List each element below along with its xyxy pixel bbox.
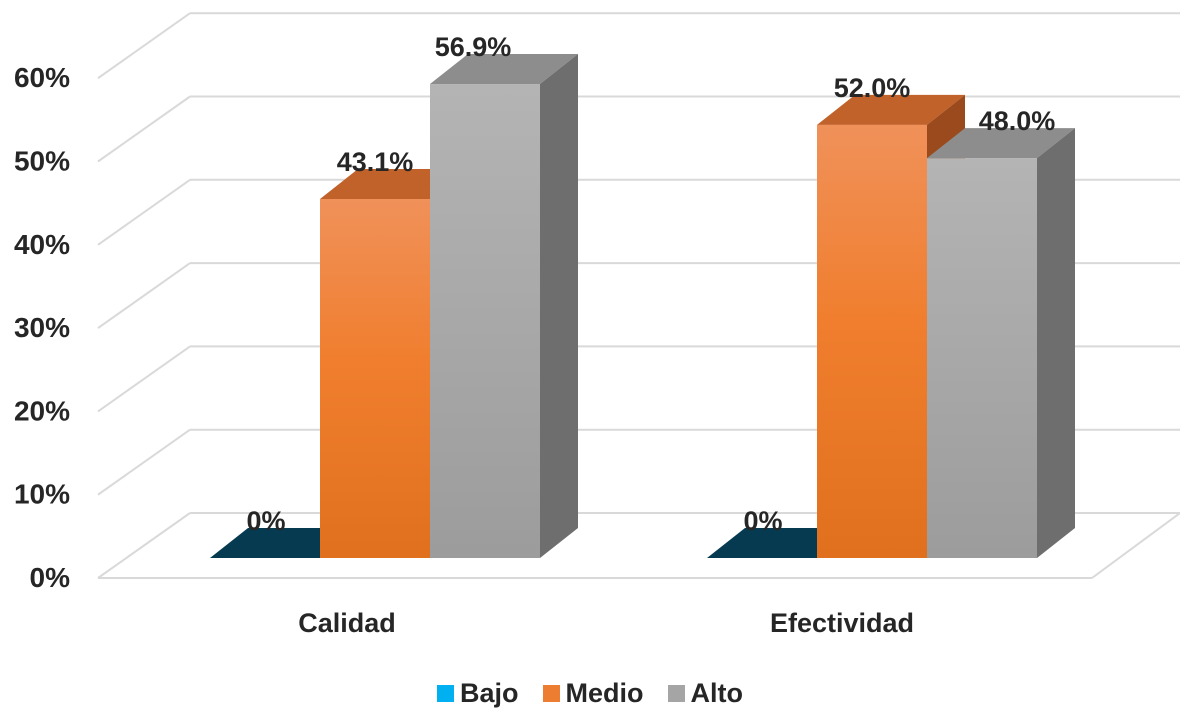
y-tick-label: 20% [14,395,70,426]
data-label: 52.0% [834,73,911,103]
legend-label-bajo: Bajo [460,678,519,708]
bar-front [430,84,540,558]
x-axis-categories: Calidad Efectividad [298,608,914,638]
data-label: 0% [246,506,285,536]
bar-front [817,124,927,558]
gridline-diagonal [97,262,191,329]
data-label: 43.1% [337,147,414,177]
bar-side [1037,128,1075,558]
x-category-label: Efectividad [770,608,914,638]
floor-right-edge [1091,512,1180,579]
gridline-diagonal [97,345,191,413]
y-tick-label: 50% [14,146,70,177]
bar-side [540,54,578,558]
gridline-diagonal [97,428,191,496]
data-label: 48.0% [979,106,1056,136]
bar-top [430,54,578,85]
gridline-diagonal [97,12,191,80]
y-tick-label: 60% [14,62,70,93]
legend-item-bajo: Bajo [437,678,519,709]
x-category-label: Calidad [298,608,396,638]
y-tick-label: 30% [14,312,70,343]
gridline-diagonal [97,178,191,246]
bars [210,54,1075,559]
data-label: 56.9% [435,32,512,62]
legend-swatch-alto [667,685,685,702]
data-labels: 0% 43.1% 56.9% 0% 52.0% 48.0% [246,32,1055,536]
legend-item-medio: Medio [542,678,644,709]
bar-front [320,198,430,559]
bar-alto-calidad [430,54,578,558]
bar-alto-efectividad [927,128,1075,558]
legend-item-alto: Alto [667,678,743,709]
legend-label-alto: Alto [690,678,743,708]
legend-label-medio: Medio [565,678,644,708]
gridline-diagonal [97,512,191,579]
y-axis-ticks: 0% 10% 20% 30% 40% 50% 60% [14,62,70,593]
gridline-diagonal [97,95,191,163]
data-label: 0% [743,506,782,536]
bar-front [927,158,1037,558]
legend-swatch-medio [542,685,560,702]
bar-top [817,94,965,125]
legend: Bajo Medio Alto [0,678,1180,709]
bar-top [927,128,1075,159]
legend-swatch-bajo [437,685,454,702]
y-tick-label: 40% [14,229,70,260]
y-tick-label: 10% [14,479,70,510]
y-tick-label: 0% [30,562,71,593]
